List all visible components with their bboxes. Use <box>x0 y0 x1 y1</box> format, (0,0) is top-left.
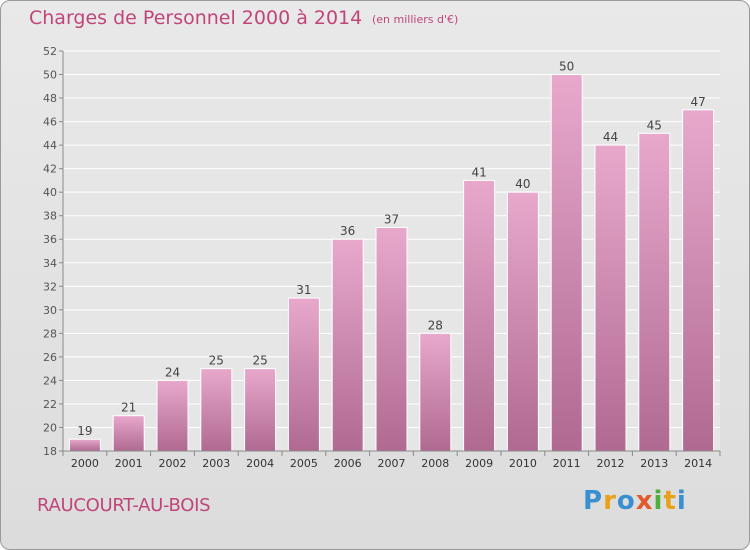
y-tick-label: 50 <box>43 69 57 82</box>
x-tick-label: 2004 <box>246 457 274 470</box>
logo-letter: i <box>653 486 664 516</box>
y-tick-label: 44 <box>43 139 57 152</box>
y-tick-label: 30 <box>43 304 57 317</box>
x-tick-label: 2013 <box>640 457 668 470</box>
y-tick-label: 24 <box>43 374 57 387</box>
y-tick-label: 46 <box>43 116 57 129</box>
logo-letter: r <box>603 486 617 516</box>
bar-2000 <box>68 438 101 452</box>
logo-letter: x <box>635 486 654 516</box>
bar-2013 <box>638 132 671 452</box>
y-tick-label: 26 <box>43 351 57 364</box>
bar-2007 <box>375 226 408 452</box>
x-tick-label: 2002 <box>159 457 187 470</box>
bar-2006 <box>331 238 364 452</box>
x-tick-label: 2000 <box>71 457 99 470</box>
x-tick-label: 2009 <box>465 457 493 470</box>
bar-2011 <box>550 74 583 452</box>
data-label: 28 <box>428 318 443 332</box>
logo-letter: i <box>676 486 687 516</box>
x-tick-label: 2011 <box>553 457 581 470</box>
bar-2004 <box>244 368 277 452</box>
y-tick-label: 34 <box>43 257 57 270</box>
x-tick-label: 2010 <box>509 457 537 470</box>
data-label: 24 <box>165 365 180 379</box>
commune-name: RAUCOURT-AU-BOIS <box>37 495 211 516</box>
y-tick-label: 20 <box>43 421 57 434</box>
y-tick-label: 28 <box>43 327 57 340</box>
logo-letter: t <box>663 486 677 516</box>
bar-2003 <box>200 368 233 452</box>
bar-2008 <box>419 332 452 452</box>
y-tick-label: 32 <box>43 280 57 293</box>
data-label: 37 <box>384 212 399 226</box>
y-tick-label: 22 <box>43 398 57 411</box>
y-tick-label: 40 <box>43 186 57 199</box>
proxiti-logo: Proxiti <box>583 486 687 516</box>
data-label: 31 <box>296 283 311 297</box>
data-label: 36 <box>340 224 355 238</box>
x-tick-label: 2006 <box>334 457 362 470</box>
bar-2001 <box>112 415 145 452</box>
x-tick-label: 2005 <box>290 457 318 470</box>
data-label: 19 <box>77 424 92 438</box>
y-tick-label: 36 <box>43 233 57 246</box>
data-label: 45 <box>647 118 662 132</box>
bar-2002 <box>156 379 189 452</box>
y-tick-label: 52 <box>43 45 57 58</box>
data-label: 44 <box>603 130 618 144</box>
x-tick-label: 2003 <box>202 457 230 470</box>
bar-2005 <box>287 297 320 452</box>
y-tick-label: 48 <box>43 92 57 105</box>
data-label: 40 <box>515 177 530 191</box>
y-tick-label: 18 <box>43 445 57 458</box>
y-tick-label: 38 <box>43 210 57 223</box>
data-label: 25 <box>252 354 267 368</box>
data-label: 47 <box>690 95 705 109</box>
data-label: 21 <box>121 401 136 415</box>
logo-letter: P <box>583 486 604 516</box>
chart-title: Charges de Personnel 2000 à 2014 <box>29 7 363 29</box>
x-tick-label: 2001 <box>115 457 143 470</box>
x-tick-label: 2014 <box>684 457 712 470</box>
chart-subtitle: (en milliers d'€) <box>372 13 459 26</box>
bar-2009 <box>463 179 496 452</box>
x-tick-label: 2012 <box>597 457 625 470</box>
bar-2014 <box>682 109 715 452</box>
data-label: 41 <box>471 165 486 179</box>
data-label: 50 <box>559 60 574 74</box>
x-tick-label: 2007 <box>378 457 406 470</box>
data-label: 25 <box>209 354 224 368</box>
bar-2012 <box>594 144 627 452</box>
x-tick-label: 2008 <box>421 457 449 470</box>
bar-2010 <box>506 191 539 452</box>
y-tick-label: 42 <box>43 163 57 176</box>
logo-letter: o <box>616 486 636 516</box>
